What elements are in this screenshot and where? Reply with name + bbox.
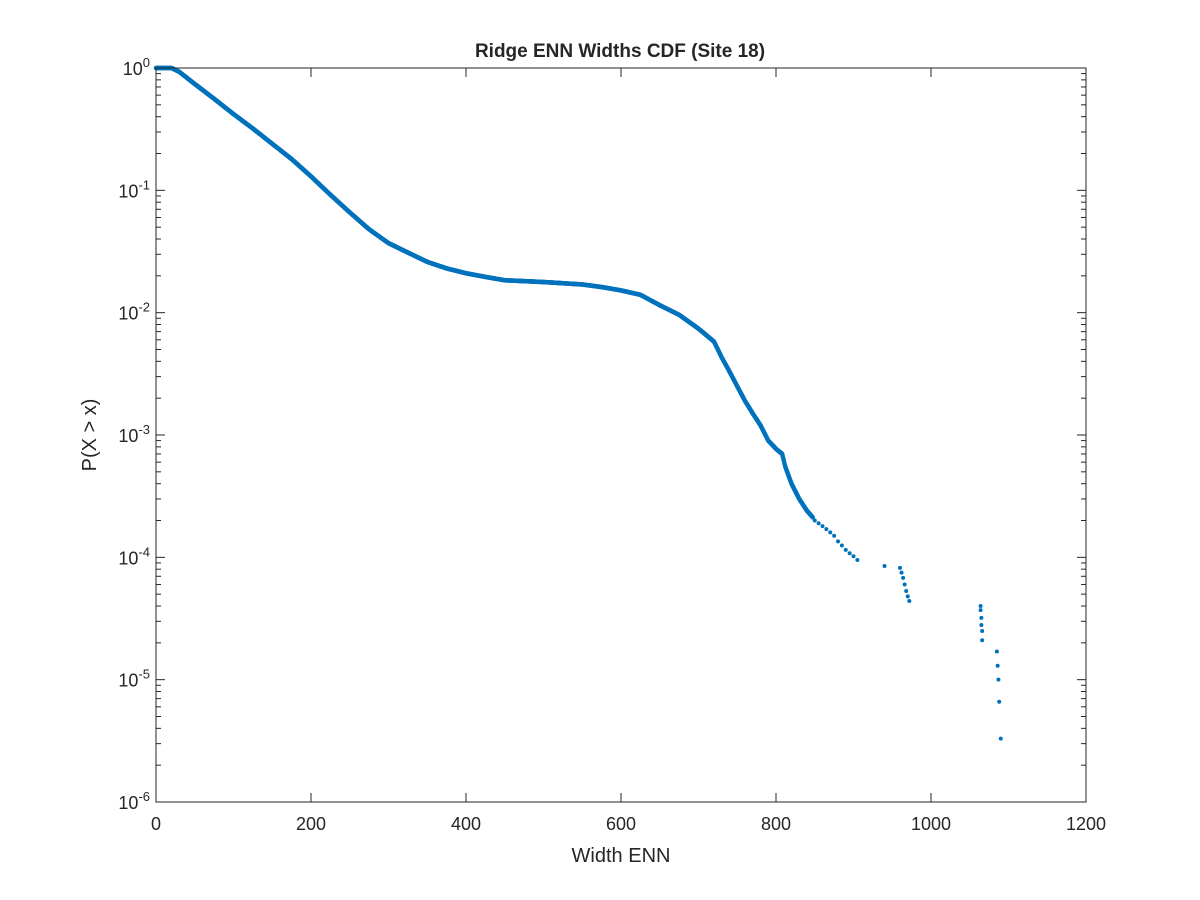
y-tick-label: 10-5 [118, 667, 150, 691]
data-point [816, 521, 821, 526]
x-tick-label: 200 [296, 814, 326, 834]
data-point [997, 699, 1002, 704]
y-tick-labels: 100 10-1 10-2 10-3 10-4 10-5 10-6 [118, 55, 150, 813]
data-point [847, 551, 852, 556]
y-tick-label: 10-1 [118, 177, 150, 201]
data-point [851, 554, 856, 559]
y-tick-label: 10-4 [118, 544, 150, 568]
data-point [980, 638, 985, 643]
x-tick-labels: 0 200 400 600 800 1000 1200 [151, 814, 1106, 834]
y-tick-label: 10-3 [118, 422, 150, 446]
x-tick-label: 0 [151, 814, 161, 834]
chart-title: Ridge ENN Widths CDF (Site 18) [475, 41, 765, 62]
plot-area [156, 68, 1086, 802]
data-point [904, 589, 909, 594]
y-axis-label: P(X > x) [79, 399, 101, 472]
data-point [824, 527, 829, 532]
y-tick-label: 100 [123, 55, 150, 79]
x-tick-label: 1000 [911, 814, 951, 834]
x-tick-label: 400 [451, 814, 481, 834]
data-point [979, 622, 984, 627]
data-series [153, 65, 1003, 741]
data-point [978, 604, 983, 609]
data-point [839, 543, 844, 548]
y-tick-label: 10-6 [118, 789, 150, 813]
y-tick-label: 10-2 [118, 300, 150, 324]
data-point [810, 515, 816, 520]
x-axis-label: Width ENN [572, 845, 671, 867]
data-point [901, 575, 906, 580]
data-point [978, 608, 983, 613]
data-point [836, 539, 840, 544]
data-point [843, 547, 848, 552]
data-point [828, 530, 833, 535]
data-point [899, 570, 904, 575]
data-point [832, 533, 837, 538]
axes-box [155, 67, 1087, 803]
x-tick-label: 1200 [1066, 814, 1106, 834]
data-point [882, 563, 887, 568]
data-point [812, 518, 817, 523]
data-point [994, 649, 999, 654]
data-point [855, 558, 860, 563]
data-point [907, 598, 912, 603]
data-point [998, 736, 1003, 741]
x-tick-label: 800 [761, 814, 791, 834]
data-point [995, 663, 1000, 668]
data-point [898, 565, 902, 570]
x-tick-label: 600 [606, 814, 636, 834]
data-point [979, 615, 984, 620]
data-point [980, 628, 985, 633]
data-point [905, 594, 910, 599]
data-point [820, 524, 825, 529]
data-point [902, 582, 907, 587]
data-point [996, 677, 1001, 682]
